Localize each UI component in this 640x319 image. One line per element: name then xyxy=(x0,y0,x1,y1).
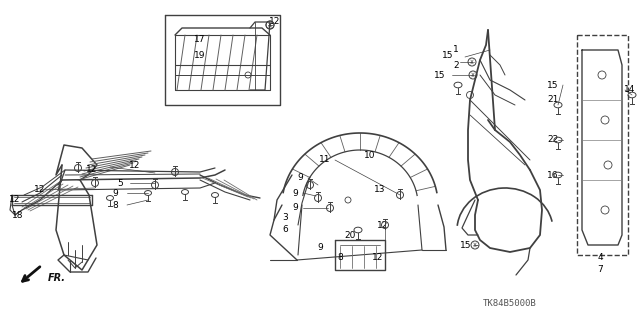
Text: 8: 8 xyxy=(337,254,343,263)
Text: 6: 6 xyxy=(282,226,288,234)
Text: 15: 15 xyxy=(547,80,559,90)
Text: 12: 12 xyxy=(269,18,281,26)
Text: 2: 2 xyxy=(453,61,459,70)
Text: 9: 9 xyxy=(292,204,298,212)
Text: 8: 8 xyxy=(112,201,118,210)
Text: 22: 22 xyxy=(547,136,559,145)
Text: 12: 12 xyxy=(378,220,388,229)
Text: 12: 12 xyxy=(86,166,98,174)
Text: 15: 15 xyxy=(442,50,454,60)
Text: 1: 1 xyxy=(453,46,459,55)
Text: FR.: FR. xyxy=(48,273,66,283)
Text: 5: 5 xyxy=(117,179,123,188)
Text: 9: 9 xyxy=(112,189,118,197)
Text: 20: 20 xyxy=(344,231,356,240)
Text: 12: 12 xyxy=(35,186,45,195)
Text: 7: 7 xyxy=(597,265,603,275)
Text: 10: 10 xyxy=(364,151,376,160)
Text: 9: 9 xyxy=(317,243,323,253)
Text: 4: 4 xyxy=(597,254,603,263)
Text: 11: 11 xyxy=(319,155,331,165)
Text: 15: 15 xyxy=(460,241,472,249)
Text: 21: 21 xyxy=(547,95,559,105)
Text: 17: 17 xyxy=(195,35,205,44)
Text: 9: 9 xyxy=(297,174,303,182)
Text: 12: 12 xyxy=(10,196,20,204)
Text: 13: 13 xyxy=(374,186,386,195)
Text: 15: 15 xyxy=(435,70,445,79)
Text: 9: 9 xyxy=(292,189,298,197)
Text: 12: 12 xyxy=(129,160,141,169)
Text: 12: 12 xyxy=(372,254,384,263)
Text: 18: 18 xyxy=(12,211,24,219)
Text: 19: 19 xyxy=(195,50,205,60)
Text: 3: 3 xyxy=(282,212,288,221)
Text: 16: 16 xyxy=(547,170,559,180)
Text: TK84B5000B: TK84B5000B xyxy=(483,300,537,308)
Text: 14: 14 xyxy=(624,85,636,94)
